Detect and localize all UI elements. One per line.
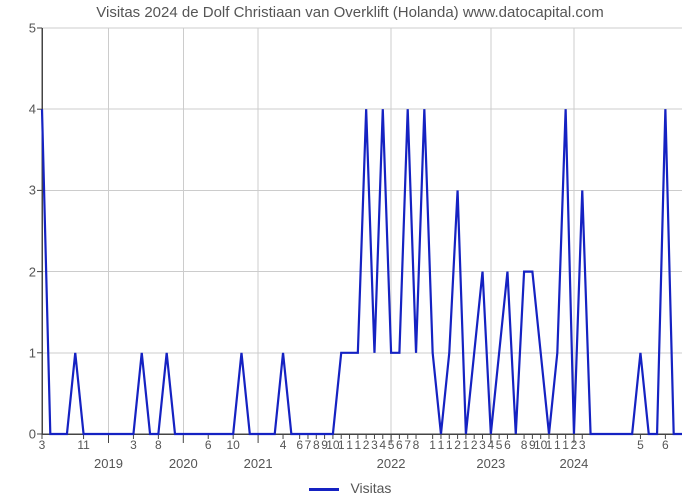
x-tick-label: 6 (296, 434, 303, 452)
x-tick-label: 3 (130, 434, 137, 452)
chart-legend: Visitas (0, 480, 700, 496)
x-tick-label: 6 (662, 434, 669, 452)
x-year-label: 2023 (476, 434, 505, 471)
x-tick-label: 1 (338, 434, 345, 452)
x-tick-label: 7 (305, 434, 312, 452)
x-year-label: 2022 (377, 434, 406, 471)
x-tick-label: 1 (463, 434, 470, 452)
x-tick-label: 1 (446, 434, 453, 452)
x-tick-label: 4 (280, 434, 287, 452)
x-tick-label: 8 (413, 434, 420, 452)
x-year-label: 2021 (244, 434, 273, 471)
x-year-label: 2024 (559, 434, 588, 471)
x-tick-label: 1 (346, 434, 353, 452)
x-tick-label: 1 (546, 434, 553, 452)
x-tick-label: 10 (226, 434, 239, 452)
legend-swatch (309, 488, 339, 491)
plot-area: 0123453113861046789101112345678111212345… (42, 28, 682, 434)
chart-title: Visitas 2024 de Dolf Christiaan van Over… (0, 4, 700, 21)
y-tick-label: 5 (29, 21, 42, 36)
visits-chart: Visitas 2024 de Dolf Christiaan van Over… (0, 0, 700, 500)
x-year-label: 2019 (94, 434, 123, 471)
x-tick-label: 2 (363, 434, 370, 452)
y-tick-label: 2 (29, 264, 42, 279)
x-tick-label: 1 (429, 434, 436, 452)
y-tick-label: 1 (29, 345, 42, 360)
y-tick-label: 4 (29, 102, 42, 117)
x-tick-label: 8 (521, 434, 528, 452)
y-tick-label: 3 (29, 183, 42, 198)
plot-svg (42, 28, 682, 434)
x-year-label: 2020 (169, 434, 198, 471)
x-tick-label: 11 (77, 434, 89, 452)
x-tick-label: 5 (637, 434, 644, 452)
x-tick-label: 6 (205, 434, 212, 452)
x-tick-label: 1 (355, 434, 362, 452)
x-tick-label: 3 (39, 434, 46, 452)
x-tick-label: 2 (454, 434, 461, 452)
x-tick-label: 8 (155, 434, 162, 452)
x-tick-label: 1 (438, 434, 445, 452)
legend-label: Visitas (350, 480, 391, 496)
x-tick-label: 8 (313, 434, 320, 452)
